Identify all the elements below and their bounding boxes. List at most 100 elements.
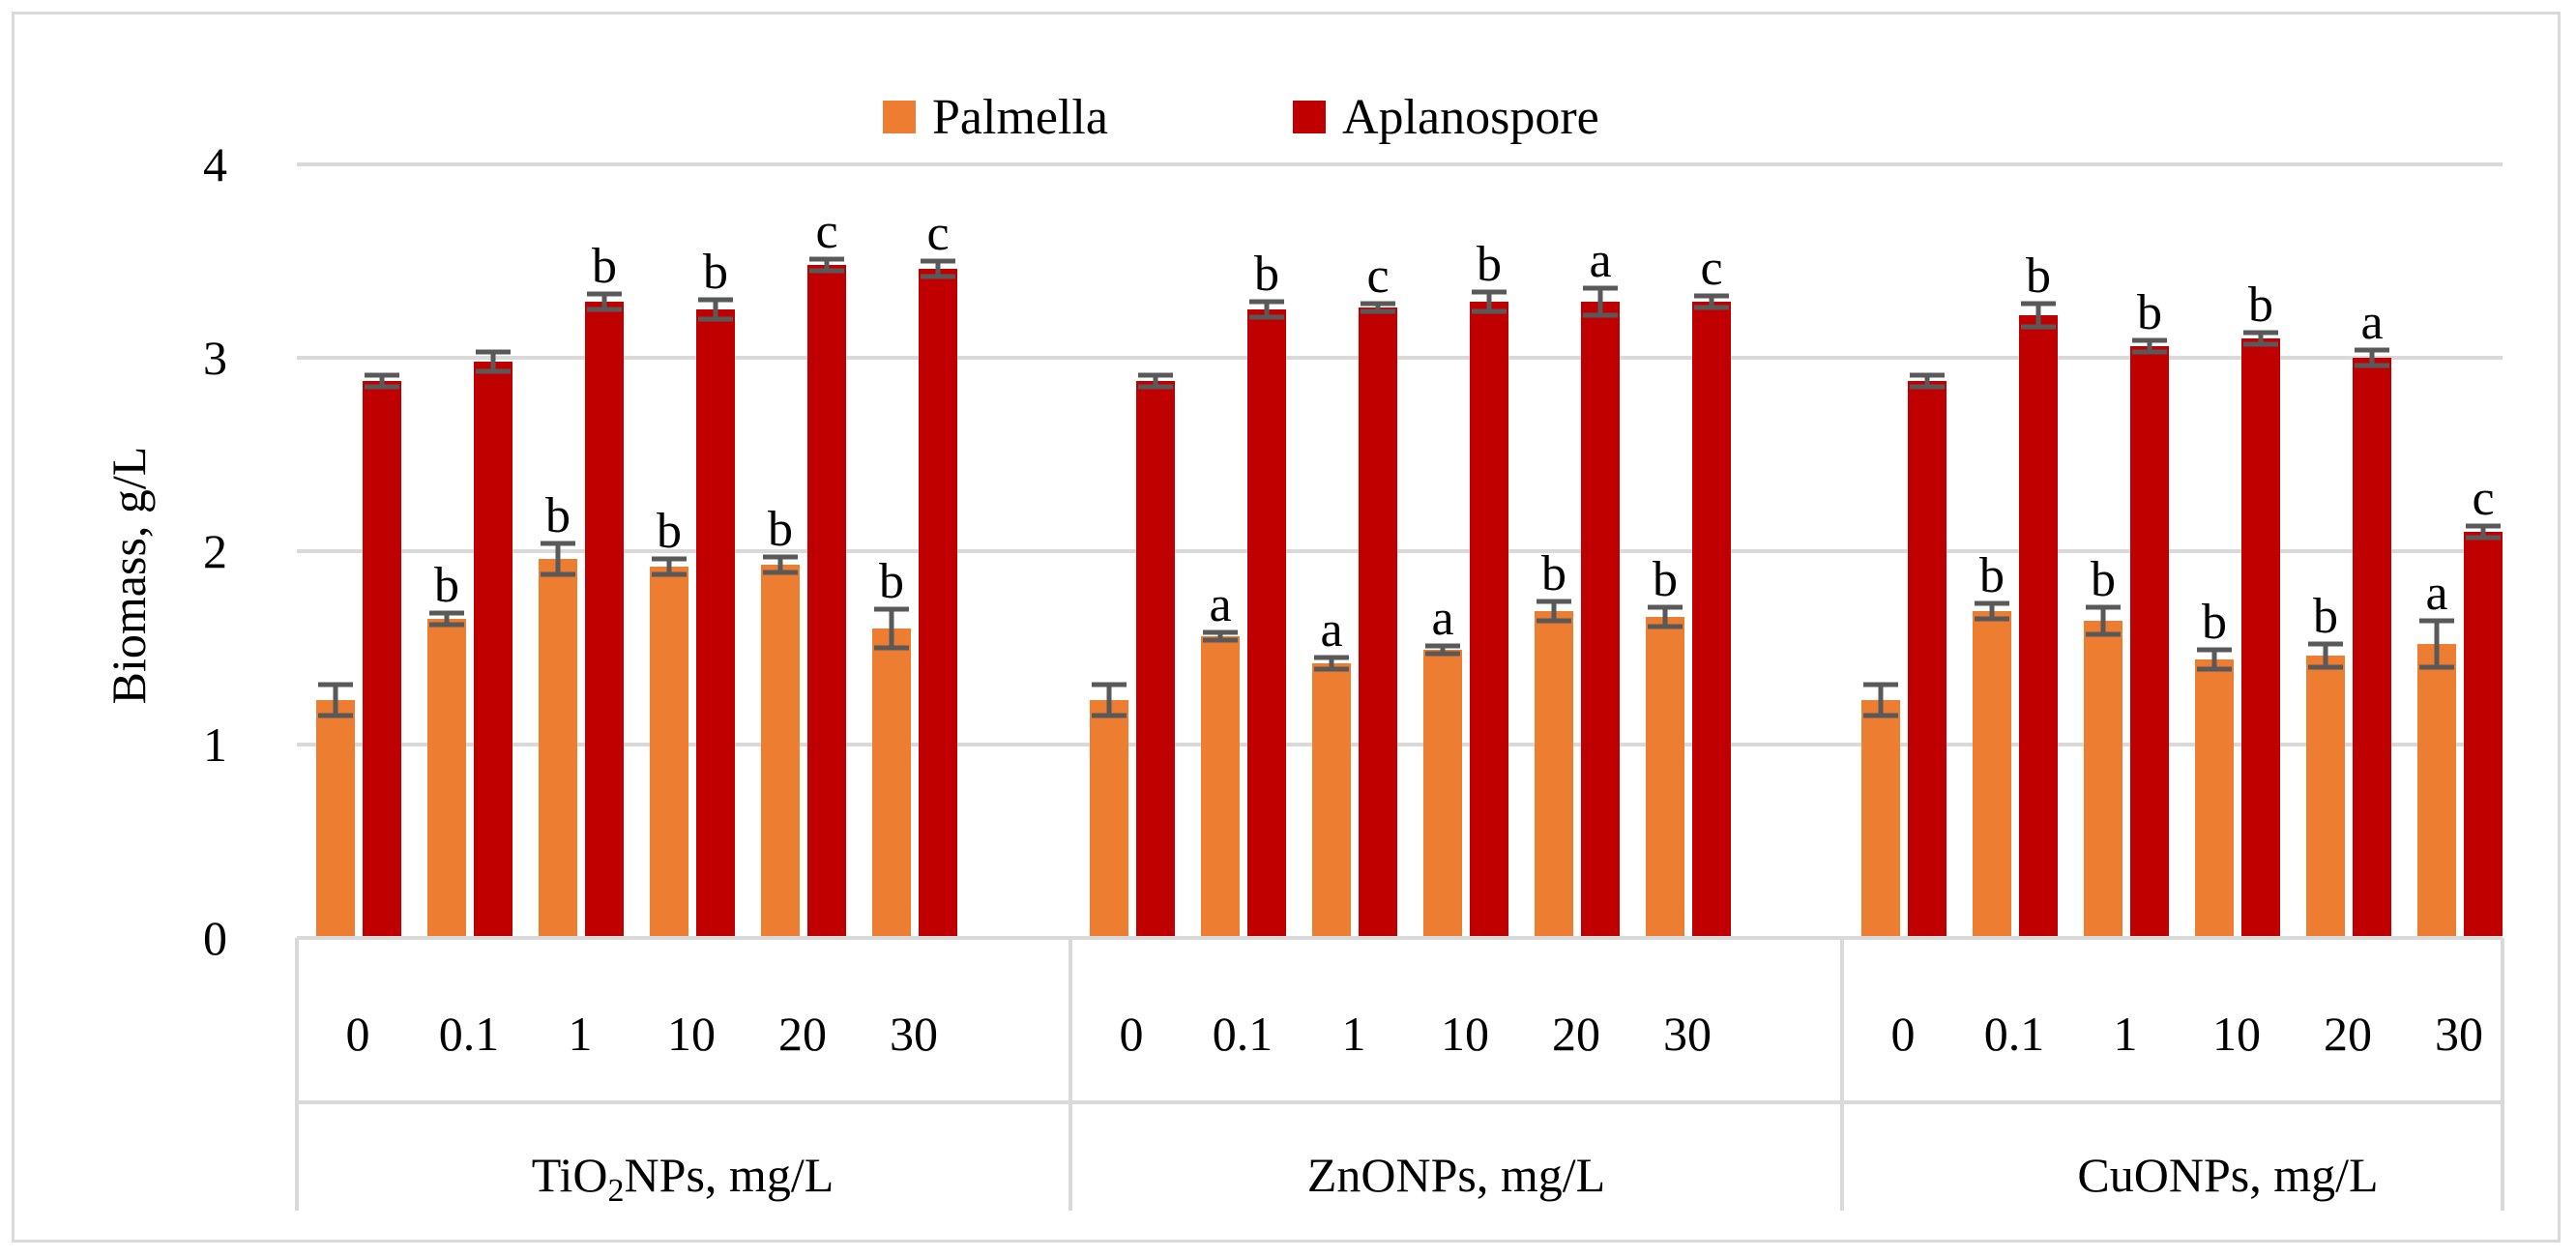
bar-aplanospore xyxy=(807,265,846,938)
y-tick-label: 4 xyxy=(203,137,227,191)
significance-label: a xyxy=(1431,591,1453,646)
error-bar xyxy=(2308,641,2343,670)
error-bar xyxy=(1694,293,1729,310)
bar-aplanospore xyxy=(1359,307,1397,938)
gridlines xyxy=(297,162,2503,746)
bar-aplanospore xyxy=(2353,358,2391,938)
bar-palmella xyxy=(2084,621,2122,938)
significance-label: c xyxy=(2472,471,2494,526)
bar-aplanospore xyxy=(696,309,735,938)
significance-label: b xyxy=(545,488,571,543)
x-tick-label: 20 xyxy=(1552,1007,1600,1061)
bar-palmella xyxy=(539,559,577,938)
significance-label: c xyxy=(1366,249,1389,304)
y-tick-label: 2 xyxy=(203,524,227,578)
significance-label: a xyxy=(1320,602,1342,658)
x-tick-label: 0.1 xyxy=(439,1007,500,1061)
error-bar xyxy=(1648,604,1683,629)
bar-aplanospore xyxy=(1470,302,1508,938)
error-bar xyxy=(2197,647,2232,672)
bar-palmella xyxy=(1090,700,1128,938)
significance-label: b xyxy=(1541,546,1566,601)
significance-label: c xyxy=(926,206,949,261)
x-tick-label: 30 xyxy=(890,1007,938,1061)
significance-label: a xyxy=(1209,577,1231,632)
x-tick-label: 10 xyxy=(2212,1007,2261,1061)
error-bar xyxy=(1910,372,1945,390)
error-bar xyxy=(1314,655,1349,672)
significance-label: b xyxy=(703,245,728,300)
significance-label: b xyxy=(1477,237,1502,292)
significance-label: c xyxy=(815,204,837,259)
significance-label: b xyxy=(2202,595,2227,650)
bar-aplanospore xyxy=(1581,302,1620,938)
bar-aplanospore xyxy=(474,362,512,938)
bar-palmella xyxy=(1312,663,1351,938)
x-tick-label: 20 xyxy=(2324,1007,2372,1061)
significance-label: b xyxy=(2091,552,2116,607)
bar-aplanospore xyxy=(2019,315,2058,938)
y-tick-label: 0 xyxy=(203,911,227,965)
error-bar xyxy=(1425,643,1460,657)
bar-palmella xyxy=(650,567,688,938)
error-bar xyxy=(2021,301,2056,330)
significance-label: b xyxy=(2137,285,2162,340)
x-tick-label: 0 xyxy=(1891,1007,1916,1061)
error-bar xyxy=(1975,600,2009,622)
error-bar xyxy=(874,606,909,651)
error-bar xyxy=(1472,289,1507,314)
error-bar xyxy=(1203,629,1238,643)
x-tick-label: 10 xyxy=(1441,1007,1489,1061)
bar-aplanospore xyxy=(585,302,624,938)
significance-label: a xyxy=(2360,295,2383,350)
error-bar xyxy=(1537,599,1571,624)
bar-palmella xyxy=(1423,650,1462,938)
error-bar xyxy=(1138,372,1173,390)
group-label: ZnONPs, mg/L xyxy=(1307,1148,1605,1202)
bar-aplanospore xyxy=(2241,338,2280,938)
significance-label: b xyxy=(768,502,793,557)
x-tick-label: 0.1 xyxy=(1984,1007,2045,1061)
bar-palmella xyxy=(2306,656,2345,938)
error-bar xyxy=(1361,301,1395,314)
significance-label: b xyxy=(592,239,617,294)
bar-aplanospore xyxy=(1136,381,1175,938)
bar-palmella xyxy=(427,619,466,938)
error-bar xyxy=(921,258,955,279)
error-bar xyxy=(429,610,464,628)
x-tick-label: 30 xyxy=(2435,1007,2483,1061)
error-bar xyxy=(1863,682,1898,718)
legend: Palmella Aplanospore xyxy=(883,90,1599,145)
bar-aplanospore xyxy=(1247,309,1286,938)
error-bar xyxy=(541,541,575,577)
bar-palmella xyxy=(2195,659,2234,938)
significance-label: b xyxy=(2248,278,2273,333)
bar-palmella xyxy=(761,565,800,938)
y-tick-label: 3 xyxy=(203,331,227,385)
error-bar xyxy=(476,349,511,374)
error-bar xyxy=(2419,618,2454,670)
x-tick-label: 20 xyxy=(778,1007,827,1061)
error-bar xyxy=(318,682,353,718)
error-bar xyxy=(652,556,687,577)
bar-palmella xyxy=(316,700,355,938)
x-tick-label: 1 xyxy=(2114,1007,2138,1061)
legend-swatch-palmella xyxy=(883,101,916,133)
error-bar xyxy=(587,291,622,312)
error-bar xyxy=(809,256,844,274)
bar-palmella xyxy=(2417,644,2456,938)
x-tick-label: 10 xyxy=(667,1007,716,1061)
bar-palmella xyxy=(1535,611,1573,938)
error-bar xyxy=(1092,682,1127,718)
error-bar xyxy=(763,554,798,575)
error-bar xyxy=(2086,604,2121,637)
group-label: TiO2NPs, mg/L xyxy=(532,1148,834,1209)
significance-label: b xyxy=(434,558,459,613)
error-bar xyxy=(2243,330,2278,347)
bar-palmella xyxy=(1973,611,2011,938)
error-bar xyxy=(1249,299,1284,320)
significance-label: b xyxy=(1979,548,2005,603)
legend-swatch-aplanospore xyxy=(1293,101,1326,133)
